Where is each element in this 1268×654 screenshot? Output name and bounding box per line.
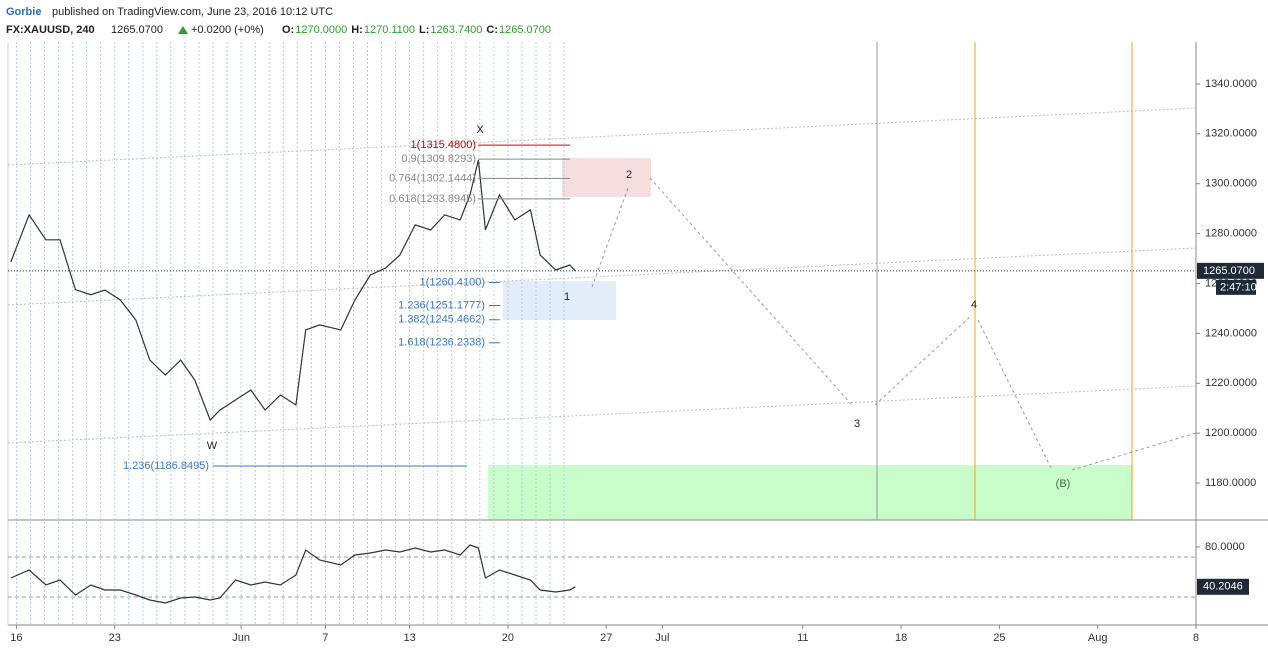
symbol: FX:XAUUSD, 240	[6, 24, 95, 36]
fib-label: 1.236(1251.1777)	[398, 299, 485, 311]
fib-label: 1(1315.4800)	[411, 139, 476, 151]
x-tick-label: 16	[10, 632, 22, 644]
y-tick-label: 1180.0000	[1205, 477, 1256, 489]
published: published on TradingView.com, June 23, 2…	[52, 6, 333, 18]
channel-line	[7, 107, 1197, 166]
price-badge	[1197, 262, 1264, 279]
y-tick-label: 1280.0000	[1205, 228, 1257, 240]
x-tick-label: Jul	[655, 632, 669, 644]
wave-label: X	[476, 124, 484, 136]
price-badge-label: 1265.0700	[1203, 265, 1255, 277]
fib-label: 1.618(1236.2338)	[398, 337, 485, 349]
ohlc-value: 1270.0000	[295, 24, 347, 36]
target-zone	[562, 158, 651, 197]
x-tick-label: 11	[797, 632, 808, 644]
ohlc-label: H:	[351, 24, 363, 36]
x-tick-label: 25	[993, 632, 1005, 644]
ohlc-value: 1270.1100	[364, 24, 415, 36]
fib-label: 1(1260.4100)	[420, 276, 485, 288]
wave-label: 1	[564, 291, 570, 303]
x-tick-label: Jun	[232, 632, 250, 644]
support-zone	[503, 281, 616, 320]
wave-path	[591, 177, 1197, 471]
wave-label: (B)	[1056, 478, 1071, 490]
countdown: 2:47:10	[1220, 281, 1257, 293]
wave-label: W	[207, 440, 218, 452]
ohlc-label: O:	[282, 24, 294, 36]
up-icon	[178, 26, 188, 34]
fib-label: 0.9(1309.8293)	[401, 153, 476, 165]
ohlc: O: 1270.0000 H: 1270.1100 L: 1263.7400 C: 1265.…	[282, 24, 551, 36]
x-tick-label: 27	[600, 632, 612, 644]
price-line	[10, 159, 576, 422]
fib-label: 0.764(1302.1444)	[389, 172, 476, 184]
ohlc-label: L:	[419, 24, 429, 36]
fib-label: 1.382(1245.4662)	[398, 314, 485, 326]
x-tick-label: 7	[322, 632, 328, 644]
y-tick-label: 80.0000	[1205, 541, 1245, 553]
target-zone	[488, 465, 1132, 520]
x-tick-label: 18	[895, 632, 907, 644]
x-tick-label: 23	[109, 632, 121, 644]
price-line	[10, 544, 576, 604]
x-tick-label: 20	[502, 632, 514, 644]
fib-label: 1.236(1186.8495)	[123, 460, 209, 472]
last-price: 1265.0700	[111, 24, 163, 36]
y-tick-label: 1200.0000	[1205, 427, 1257, 439]
y-tick-label: 1300.0000	[1205, 178, 1257, 190]
y-tick-label: 1320.0000	[1205, 128, 1257, 140]
fib-label: 0.618(1293.8945)	[389, 193, 476, 205]
ohlc-value: 1265.0700	[499, 24, 551, 36]
x-tick-label: 13	[403, 632, 415, 644]
wave-label: 2	[626, 169, 632, 181]
rsi-badge	[1197, 578, 1249, 595]
y-tick-label: 1240.0000	[1205, 327, 1257, 339]
x-tick-label: Aug	[1088, 632, 1108, 644]
author[interactable]: Gorbie	[6, 6, 41, 18]
channel-line	[7, 385, 1197, 444]
wave-label: 4	[971, 299, 977, 311]
change: +0.0200 (+0%)	[191, 24, 264, 36]
ohlc-label: C:	[486, 24, 498, 36]
countdown-badge	[1216, 279, 1256, 295]
y-tick-label: 1220.0000	[1205, 377, 1257, 389]
x-tick-label: 8	[1193, 632, 1199, 644]
wave-label: 3	[854, 418, 860, 430]
ohlc-value: 1263.7400	[430, 24, 482, 36]
rsi-badge-label: 40.2046	[1203, 581, 1243, 593]
y-tick-label: 1340.0000	[1205, 78, 1257, 90]
